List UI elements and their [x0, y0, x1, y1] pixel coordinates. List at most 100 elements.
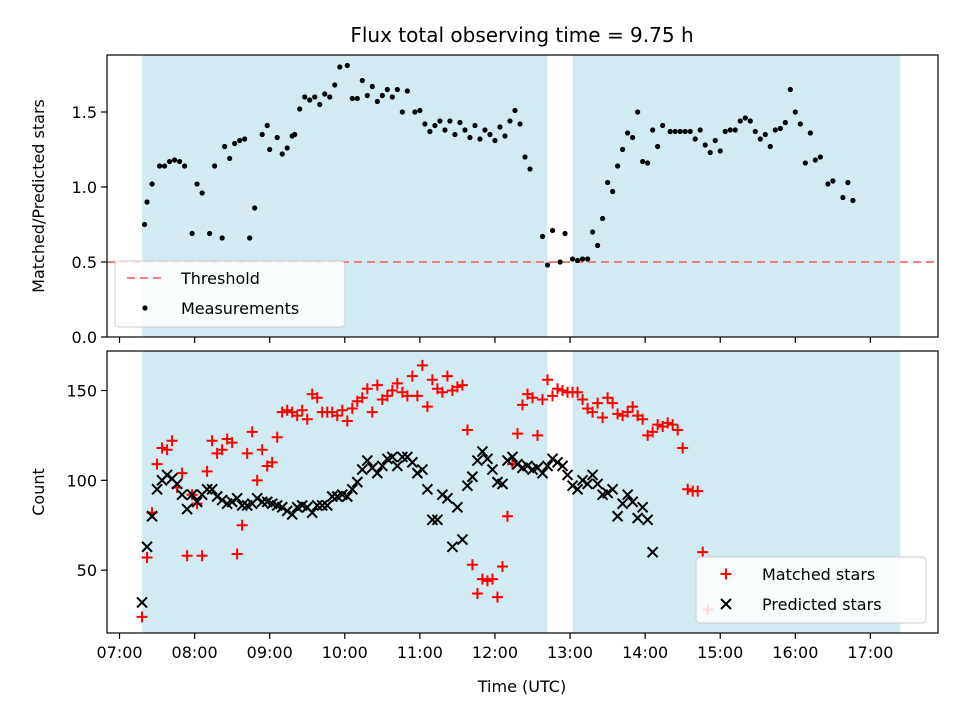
data-point	[201, 465, 213, 477]
data-point	[406, 370, 418, 382]
data-point	[236, 499, 248, 512]
data-point	[206, 483, 218, 496]
data-point	[697, 546, 709, 558]
data-point	[312, 94, 318, 100]
data-point	[189, 230, 195, 237]
data-point	[807, 130, 813, 136]
series-measurements	[141, 62, 856, 268]
data-point	[359, 77, 365, 84]
data-point	[259, 131, 265, 138]
data-point	[231, 492, 243, 504]
data-point	[441, 370, 453, 382]
data-point	[311, 499, 323, 512]
data-point	[627, 401, 639, 413]
data-point	[196, 550, 208, 562]
data-point	[677, 128, 683, 135]
data-point	[677, 442, 689, 454]
data-point	[466, 471, 479, 483]
data-point	[682, 128, 688, 135]
data-point	[502, 133, 508, 139]
data-point	[379, 92, 385, 99]
data-point	[411, 390, 423, 402]
data-point	[496, 561, 508, 573]
data-point	[802, 160, 808, 166]
data-point	[737, 118, 743, 124]
data-point	[232, 140, 238, 147]
x-tick-label: 07:00	[96, 643, 142, 662]
data-point	[477, 136, 483, 142]
x-tick-label: 14:00	[622, 643, 668, 662]
x-tick-label: 16:00	[772, 643, 818, 662]
data-point	[446, 541, 459, 553]
y-tick-label: 1.5	[72, 103, 97, 122]
data-point	[496, 478, 509, 490]
data-point	[462, 127, 468, 133]
data-point	[222, 143, 228, 150]
data-point	[212, 163, 218, 169]
data-point	[286, 508, 298, 521]
data-point	[777, 125, 783, 132]
data-point	[536, 467, 549, 479]
data-point	[441, 492, 454, 504]
data-point	[476, 573, 488, 585]
data-point	[161, 444, 173, 456]
plot-area	[107, 55, 938, 337]
data-point	[406, 456, 419, 469]
data-point	[587, 406, 599, 418]
data-point	[571, 483, 584, 496]
data-point	[717, 148, 723, 154]
y-tick-label: 0.5	[72, 253, 97, 272]
x-axis-label: Time (UTC)	[477, 677, 566, 696]
data-point	[825, 181, 831, 187]
legend-marker	[142, 305, 148, 311]
data-point	[291, 410, 303, 422]
data-point	[361, 383, 373, 395]
data-point	[231, 548, 243, 560]
data-point	[650, 127, 656, 133]
y-tick-label: 1.0	[72, 178, 97, 197]
data-point	[341, 490, 353, 503]
data-point	[584, 256, 591, 262]
data-point	[427, 128, 433, 135]
x-tick-label: 13:00	[547, 643, 593, 662]
data-point	[256, 496, 268, 508]
data-point	[144, 199, 150, 205]
legend-box	[695, 556, 927, 624]
data-point	[156, 163, 163, 169]
data-point	[667, 128, 673, 135]
data-point	[517, 121, 523, 127]
data-point	[457, 119, 463, 126]
data-point	[361, 454, 374, 467]
data-point	[241, 447, 253, 459]
data-point	[216, 444, 228, 456]
data-point	[672, 128, 678, 135]
data-point	[166, 158, 173, 165]
data-point	[374, 98, 380, 105]
axes-frame	[106, 54, 939, 338]
data-point	[542, 374, 554, 386]
data-point	[787, 86, 793, 93]
data-point	[356, 463, 369, 476]
x-tick-label: 12:00	[472, 643, 518, 662]
legend: Matched stars Predicted stars	[695, 556, 927, 624]
data-point	[281, 404, 293, 416]
data-point	[431, 514, 444, 526]
data-point	[605, 179, 611, 186]
data-point	[421, 401, 433, 413]
data-point	[271, 431, 283, 443]
data-point	[242, 136, 248, 142]
legend-label: Measurements	[181, 299, 299, 318]
data-point	[199, 190, 205, 196]
data-point	[622, 406, 634, 418]
data-point	[472, 122, 478, 129]
data-point	[506, 451, 519, 463]
data-point	[401, 390, 413, 402]
data-point	[574, 257, 581, 264]
data-point	[742, 115, 748, 121]
data-point	[471, 454, 484, 467]
data-point	[151, 483, 163, 496]
data-point	[341, 415, 353, 427]
data-point	[412, 109, 418, 115]
data-point	[569, 256, 576, 262]
data-point	[646, 546, 659, 558]
